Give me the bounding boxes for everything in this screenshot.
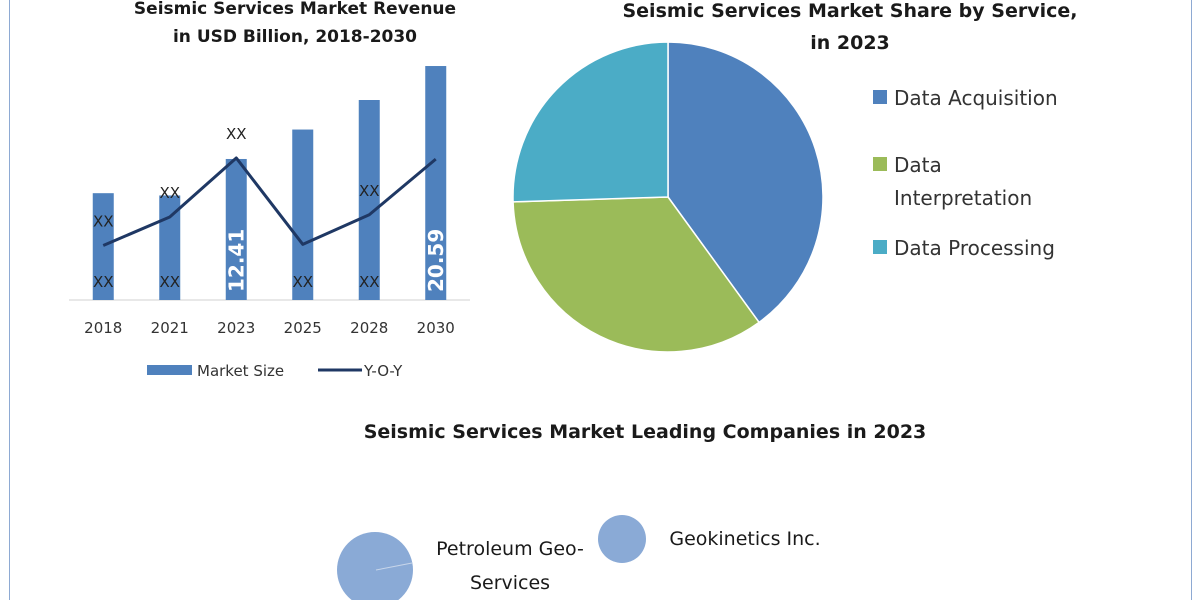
bar-chart-title: Seismic Services Market Revenue in USD B… <box>120 0 470 51</box>
pie-legend-label: Data Processing <box>894 236 1055 260</box>
company-label-geokinetics: Geokinetics Inc. <box>650 522 840 556</box>
bar-data-label: XX <box>93 273 114 291</box>
bar-market-size <box>292 129 314 300</box>
bar-market-size <box>358 100 380 300</box>
pie-chart-title-line2: in 2023 <box>810 32 890 54</box>
pie-legend-label: Data Acquisition <box>894 86 1058 110</box>
x-tick-label: 2018 <box>84 319 122 337</box>
bar-chart-title-line1: Seismic Services Market Revenue <box>133 0 457 19</box>
company-label-petroleum-geo-services: Petroleum Geo- Services <box>410 532 610 600</box>
company-bubble-geokinetics <box>598 515 646 563</box>
x-tick-label: 2023 <box>217 319 255 337</box>
company-leader-line <box>375 562 413 571</box>
pie-chart-title-line1: Seismic Services Market Share by Service… <box>622 0 1078 22</box>
x-tick-label: 2025 <box>284 319 322 337</box>
bar-chart-title-line2: in USD Billion, 2018-2030 <box>172 27 418 47</box>
company-label-line1: Petroleum Geo- <box>436 538 584 560</box>
bar-data-label: XX <box>292 273 313 291</box>
pie-legend-item: Data Processing <box>873 232 1103 265</box>
yoy-data-label: XX <box>159 184 180 202</box>
pie-slice <box>512 41 669 203</box>
companies-title: Seismic Services Market Leading Companie… <box>363 421 927 443</box>
pie-chart-title: Seismic Services Market Share by Service… <box>600 0 1100 59</box>
pie-legend-swatch <box>873 157 887 171</box>
bar-data-label: XX <box>359 273 380 291</box>
legend-label-market-size: Market Size <box>197 362 284 380</box>
pie-legend-swatch <box>873 240 887 254</box>
legend-label-yoy: Y-O-Y <box>363 362 403 380</box>
bar-chart-legend: Market Size Y-O-Y <box>147 362 403 380</box>
legend-swatch-market-size <box>147 365 192 375</box>
company-label-line2: Services <box>469 572 551 594</box>
bar-market-size <box>425 66 447 300</box>
x-tick-label: 2028 <box>350 319 388 337</box>
yoy-data-label: XX <box>93 212 114 230</box>
yoy-data-label: XX <box>359 182 380 200</box>
pie-legend-label-line2: Interpretation <box>894 186 1033 210</box>
pie-slice <box>512 196 761 353</box>
bar-market-size <box>225 158 247 300</box>
pie-legend: Data Acquisition Data Interpretation Data P… <box>873 82 1103 282</box>
pie-legend-swatch <box>873 90 887 104</box>
yoy-line <box>102 156 437 247</box>
bar-data-label: 12.41 <box>224 229 248 292</box>
yoy-data-label: XX <box>226 125 247 143</box>
x-tick-label: 2021 <box>151 319 189 337</box>
pie-legend-item: Data Acquisition <box>873 82 1103 115</box>
pie-slice <box>667 41 824 324</box>
bar-data-label: 20.59 <box>424 229 448 292</box>
company-bubble-petroleum-geo-services <box>337 532 413 600</box>
x-tick-label: 2030 <box>417 319 455 337</box>
bar-market-size <box>159 195 181 300</box>
bar-market-size <box>92 193 114 300</box>
pie-legend-item: Data Interpretation <box>873 149 1103 215</box>
pie-legend-label: Data <box>894 153 942 177</box>
company-label-line1: Geokinetics Inc. <box>669 528 821 550</box>
bar-data-label: XX <box>159 273 180 291</box>
panel-frame <box>9 0 1192 600</box>
